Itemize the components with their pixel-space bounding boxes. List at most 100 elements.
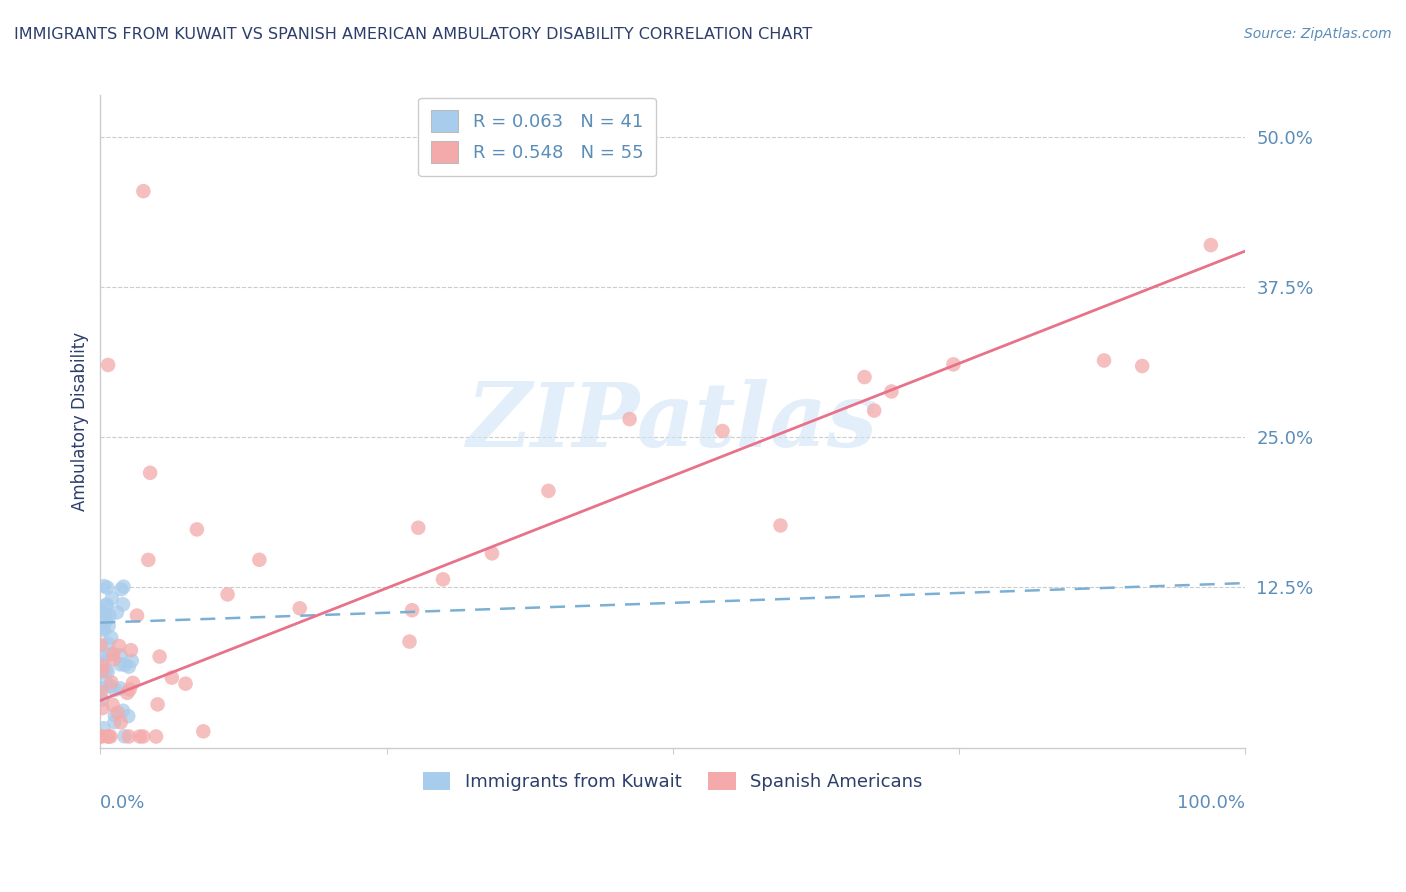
Point (104, 708, 127, 723)
Point (115, 686, 138, 700)
Point (94, 614, 117, 628)
Point (193, 724, 215, 739)
Point (94, 676, 117, 690)
Point (98, 608, 121, 623)
Point (89, 648, 111, 662)
Point (103, 652, 125, 666)
Point (91, 658, 114, 673)
Point (398, 634, 420, 648)
Point (118, 659, 141, 673)
Point (94, 599, 117, 613)
Point (96, 581, 118, 595)
Point (100, 730, 122, 744)
Point (146, 698, 169, 712)
Point (186, 523, 208, 537)
Point (101, 698, 124, 712)
Point (100, 631, 122, 645)
Point (97, 637, 120, 651)
Point (117, 709, 139, 723)
Point (125, 608, 148, 623)
Point (432, 572, 454, 586)
Point (97, 648, 120, 662)
Point (90, 604, 112, 618)
Point (91, 664, 114, 678)
Point (110, 648, 132, 662)
Point (481, 546, 503, 560)
Point (89, 665, 111, 679)
Point (100, 679, 122, 693)
Point (100, 675, 122, 690)
Point (90, 638, 112, 652)
Point (101, 647, 124, 661)
Point (122, 676, 145, 690)
Point (132, 730, 155, 744)
Point (132, 184, 155, 198)
Point (96, 730, 118, 744)
Point (110, 657, 132, 672)
Point (247, 553, 270, 567)
Point (110, 715, 132, 730)
Point (145, 730, 167, 744)
Point (139, 466, 162, 480)
Y-axis label: Ambulatory Disability: Ambulatory Disability (72, 333, 89, 511)
Point (288, 601, 311, 615)
Point (97, 619, 120, 633)
Point (853, 370, 876, 384)
Point (769, 518, 792, 533)
Point (112, 704, 135, 718)
Point (112, 597, 135, 611)
Point (93, 721, 115, 735)
Point (149, 649, 172, 664)
Point (90, 730, 112, 744)
Point (121, 654, 143, 668)
Point (110, 681, 132, 696)
Point (94, 663, 117, 677)
Point (90, 730, 112, 744)
Text: Source: ZipAtlas.com: Source: ZipAtlas.com (1244, 27, 1392, 41)
Point (97, 665, 120, 679)
Point (110, 582, 132, 597)
Point (94, 608, 117, 623)
Point (114, 729, 136, 743)
Point (108, 639, 131, 653)
Point (93, 623, 115, 637)
Point (1130, 359, 1153, 373)
Point (118, 682, 141, 697)
Point (93, 579, 115, 593)
Point (91, 621, 114, 635)
Point (90, 685, 112, 699)
Point (118, 730, 141, 744)
Legend: Immigrants from Kuwait, Spanish Americans: Immigrants from Kuwait, Spanish American… (416, 764, 929, 798)
Text: 100.0%: 100.0% (1177, 794, 1246, 813)
Point (711, 424, 734, 438)
Point (107, 706, 129, 720)
Point (401, 603, 423, 617)
Point (863, 403, 886, 417)
Point (1092, 353, 1115, 368)
Point (97, 358, 120, 372)
Text: 0.0%: 0.0% (100, 794, 146, 813)
Point (103, 715, 125, 730)
Text: ZIPatlas: ZIPatlas (467, 378, 879, 465)
Point (105, 606, 128, 620)
Point (880, 384, 903, 399)
Point (120, 643, 142, 657)
Point (101, 591, 124, 606)
Point (619, 412, 641, 426)
Point (174, 676, 197, 690)
Point (160, 671, 183, 685)
Point (96, 598, 118, 612)
Point (1199, 238, 1222, 252)
Point (90, 681, 112, 696)
Point (942, 357, 965, 371)
Text: IMMIGRANTS FROM KUWAIT VS SPANISH AMERICAN AMBULATORY DISABILITY CORRELATION CHA: IMMIGRANTS FROM KUWAIT VS SPANISH AMERIC… (14, 27, 813, 42)
Point (217, 587, 239, 601)
Point (114, 657, 136, 672)
Point (136, 553, 159, 567)
Point (91, 701, 114, 715)
Point (91, 656, 114, 670)
Point (97, 730, 120, 744)
Point (537, 483, 560, 498)
Point (112, 580, 135, 594)
Point (406, 521, 429, 535)
